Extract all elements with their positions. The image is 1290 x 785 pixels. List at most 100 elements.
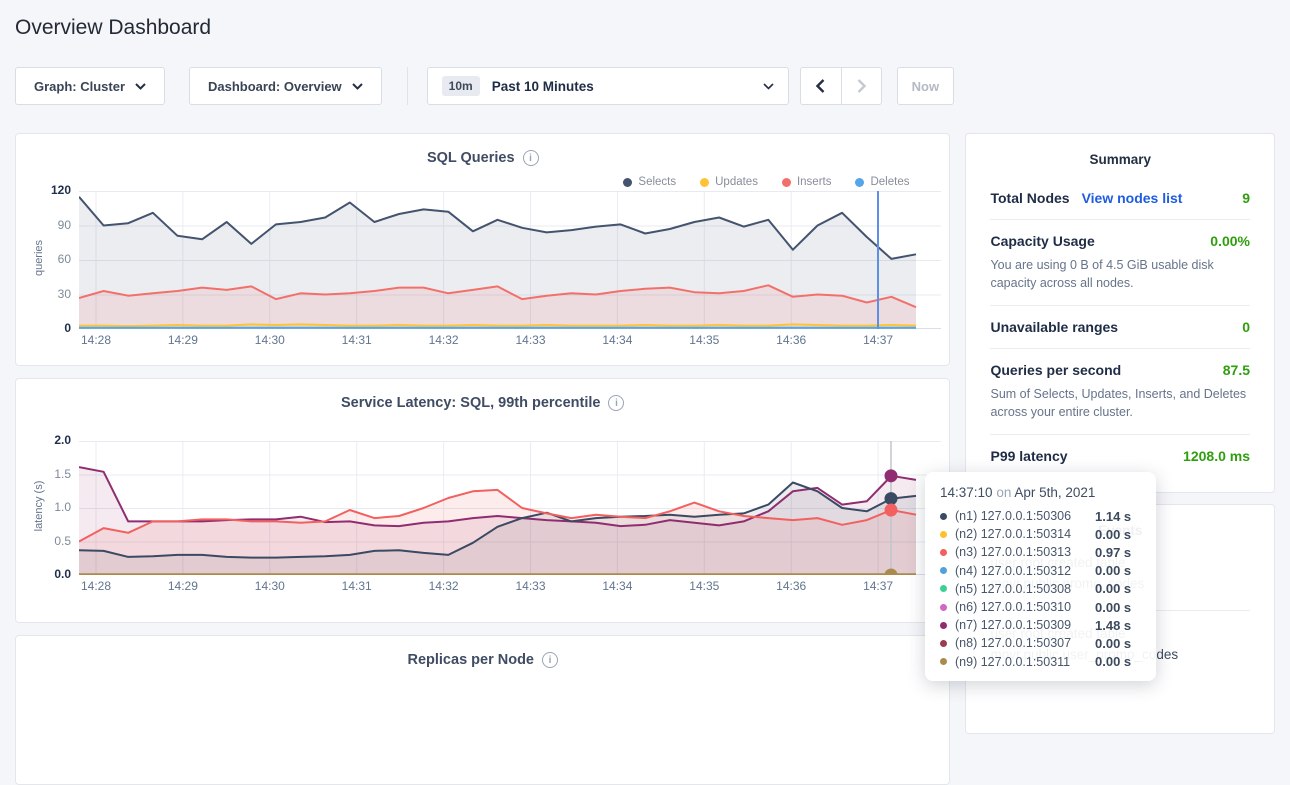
summary-row-value: 9 xyxy=(1242,190,1250,206)
sql-queries-plot[interactable]: queries030609012014:2814:2914:3014:3114:… xyxy=(79,191,941,351)
tooltip-node-dot-icon xyxy=(940,604,947,611)
tooltip-node-dot-icon xyxy=(940,531,947,538)
chart-title: Service Latency: SQL, 99th percentile xyxy=(341,395,601,411)
summary-row-main: Capacity Usage0.00% xyxy=(990,233,1250,249)
summary-row: Total Nodes View nodes list 9 xyxy=(990,177,1250,219)
tooltip-rows: (n1) 127.0.0.1:503061.14 s(n2) 127.0.0.1… xyxy=(940,507,1142,671)
y-tick-label: 60 xyxy=(31,252,71,266)
tooltip-row: (n3) 127.0.0.1:50313 0.97 s xyxy=(940,543,1142,561)
tooltip-time: 14:37:10 xyxy=(940,485,993,500)
x-tick-label: 14:34 xyxy=(602,333,632,347)
summary-row-value: 1208.0 ms xyxy=(1183,448,1250,464)
x-tick-label: 14:37 xyxy=(863,579,893,593)
summary-row: P99 latency 1208.0 ms xyxy=(990,434,1250,477)
toolbar: Graph: Cluster Dashboard: Overview 10m P… xyxy=(15,67,1275,105)
tooltip-node-dot-icon xyxy=(940,549,947,556)
now-button[interactable]: Now xyxy=(897,67,954,105)
chevron-down-icon xyxy=(135,83,146,90)
summary-row-caption: You are using 0 B of 4.5 GiB usable disk… xyxy=(990,256,1250,292)
tooltip-node-address: (n6) 127.0.0.1:50310 xyxy=(955,600,1091,614)
x-tick-label: 14:33 xyxy=(515,579,545,593)
x-tick-label: 14:29 xyxy=(168,333,198,347)
chart-title-row: Replicas per Node i xyxy=(16,636,949,668)
x-tick-label: 14:33 xyxy=(515,333,545,347)
x-tick-label: 14:32 xyxy=(429,579,459,593)
summary-row-label: P99 latency xyxy=(990,448,1067,464)
time-range-label: Past 10 Minutes xyxy=(492,79,594,94)
charts-column: SQL Queries i Selects Updates Inserts Delet… xyxy=(15,133,950,785)
tooltip-node-value: 0.97 s xyxy=(1095,545,1131,560)
summary-row: Unavailable ranges 0 xyxy=(990,305,1250,348)
tooltip-node-address: (n8) 127.0.0.1:50307 xyxy=(955,636,1091,650)
tooltip-row: (n5) 127.0.0.1:503080.00 s xyxy=(940,580,1142,598)
time-prev-button[interactable] xyxy=(800,67,841,105)
tooltip-node-address: (n7) 127.0.0.1:50309 xyxy=(955,618,1091,632)
y-tick-label: 1.5 xyxy=(31,467,71,481)
view-nodes-list-link[interactable]: View nodes list xyxy=(1082,190,1183,206)
chevron-left-icon xyxy=(816,79,825,93)
sql-queries-chart-card: SQL Queries i Selects Updates Inserts Delet… xyxy=(15,133,950,366)
legend-dot-icon xyxy=(782,178,791,187)
chart-title: SQL Queries xyxy=(427,150,515,166)
graph-dropdown[interactable]: Graph: Cluster xyxy=(15,67,165,105)
chevron-down-icon xyxy=(763,83,774,90)
sql-queries-svg[interactable] xyxy=(79,191,941,329)
tooltip-node-value: 1.14 s xyxy=(1095,509,1131,524)
summary-row-label: Unavailable ranges xyxy=(990,319,1118,335)
legend-dot-icon xyxy=(855,178,864,187)
tooltip-node-address: (n1) 127.0.0.1:50306 xyxy=(955,509,1091,523)
chart-title: Replicas per Node xyxy=(407,652,534,668)
x-tick-label: 14:32 xyxy=(429,333,459,347)
tooltip-node-address: (n9) 127.0.0.1:50311 xyxy=(955,655,1091,669)
summary-row-value: 0 xyxy=(1242,319,1250,335)
tooltip-row: (n8) 127.0.0.1:50307 0.00 s xyxy=(940,634,1142,652)
legend-item-updates[interactable]: Updates xyxy=(700,176,758,188)
x-tick-label: 14:35 xyxy=(689,333,719,347)
info-icon[interactable]: i xyxy=(523,150,539,166)
x-tick-label: 14:34 xyxy=(602,579,632,593)
tooltip-row: (n4) 127.0.0.1:503120.00 s xyxy=(940,562,1142,580)
info-icon[interactable]: i xyxy=(608,395,624,411)
tooltip-node-value: 0.00 s xyxy=(1095,636,1131,651)
graph-dropdown-label: Graph: Cluster xyxy=(34,79,125,94)
tooltip-node-address: (n3) 127.0.0.1:50313 xyxy=(955,545,1091,559)
summary-row-label: Capacity Usage xyxy=(990,233,1094,249)
summary-row: Capacity Usage0.00% You are using 0 B of … xyxy=(990,219,1250,305)
tooltip-node-dot-icon xyxy=(940,567,947,574)
legend-item-deletes[interactable]: Deletes xyxy=(855,176,909,188)
summary-row-caption: Sum of Selects, Updates, Inserts, and De… xyxy=(990,385,1250,421)
x-tick-label: 14:37 xyxy=(863,333,893,347)
summary-row-value: 87.5 xyxy=(1223,362,1250,378)
chart-hover-tooltip: 14:37:10 on Apr 5th, 2021 (n1) 127.0.0.1… xyxy=(925,472,1156,681)
tooltip-node-value: 0.00 s xyxy=(1095,654,1131,669)
legend-item-selects[interactable]: Selects xyxy=(623,176,676,188)
x-tick-label: 14:31 xyxy=(342,333,372,347)
time-range-picker[interactable]: 10m Past 10 Minutes xyxy=(427,67,789,105)
summary-row-main: Total Nodes View nodes list 9 xyxy=(990,190,1250,206)
page-title: Overview Dashboard xyxy=(15,15,1275,41)
service-latency-plot[interactable]: latency (s)0.00.51.01.52.014:2814:2914:3… xyxy=(79,441,941,597)
dashboard-dropdown[interactable]: Dashboard: Overview xyxy=(189,67,382,105)
legend-label: Deletes xyxy=(870,176,909,188)
x-tick-label: 14:29 xyxy=(168,579,198,593)
hover-point-dot xyxy=(885,504,898,517)
time-next-button[interactable] xyxy=(841,67,882,105)
x-tick-label: 14:28 xyxy=(81,333,111,347)
y-tick-label: 30 xyxy=(31,287,71,301)
tooltip-node-address: (n4) 127.0.0.1:50312 xyxy=(955,564,1091,578)
info-icon[interactable]: i xyxy=(542,652,558,668)
summary-row-label: Total Nodes xyxy=(990,190,1069,206)
tooltip-node-value: 0.00 s xyxy=(1095,581,1131,596)
summary-panel: Summary Total NodesView nodes list9Capac… xyxy=(965,133,1275,493)
y-tick-label: 2.0 xyxy=(31,433,71,447)
service-latency-svg[interactable] xyxy=(79,441,941,575)
tooltip-node-dot-icon xyxy=(940,585,947,592)
dashboard-dropdown-label: Dashboard: Overview xyxy=(208,79,342,94)
x-tick-label: 14:30 xyxy=(255,579,285,593)
y-tick-label: 0.0 xyxy=(31,567,71,581)
tooltip-timestamp: 14:37:10 on Apr 5th, 2021 xyxy=(940,485,1142,500)
service-latency-chart-card: Service Latency: SQL, 99th percentile i … xyxy=(15,378,950,623)
legend-item-inserts[interactable]: Inserts xyxy=(782,176,832,188)
replicas-per-node-chart-card: Replicas per Node i xyxy=(15,635,950,785)
dashboard-content: SQL Queries i Selects Updates Inserts Delet… xyxy=(15,133,1275,785)
